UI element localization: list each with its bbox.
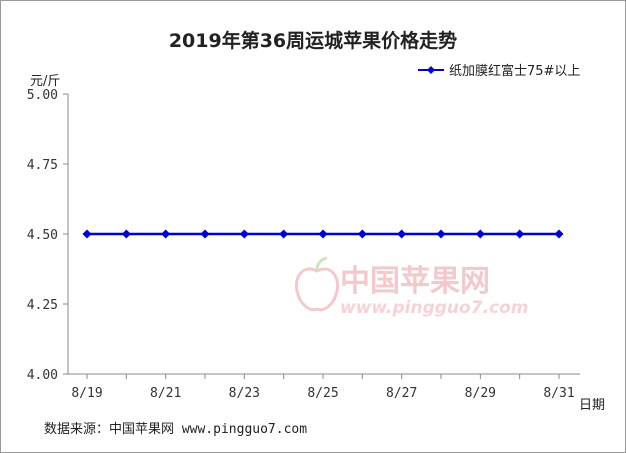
legend-marker-icon	[427, 66, 435, 74]
data-point[interactable]	[200, 229, 210, 239]
data-point[interactable]	[279, 229, 289, 239]
source-text: 数据来源：中国苹果网 www.pingguo7.com	[44, 422, 307, 437]
data-point[interactable]	[397, 229, 407, 239]
x-tick-label: 8/25	[307, 386, 338, 401]
data-point[interactable]	[475, 229, 485, 239]
legend[interactable]: 纸加膜红富士75#以上	[418, 63, 580, 79]
x-tick-label: 8/23	[229, 386, 260, 401]
series-group	[82, 229, 564, 239]
data-point[interactable]	[121, 229, 131, 239]
data-point[interactable]	[436, 229, 446, 239]
x-tick-label: 8/27	[386, 386, 417, 401]
x-tick-label: 8/21	[150, 386, 181, 401]
y-axis: 4.00 4.25 4.50 4.75 5.00	[27, 88, 69, 383]
x-tick-label: 8/31	[543, 386, 574, 401]
data-point[interactable]	[515, 229, 525, 239]
watermark: 中国苹果网 www.pingguo7.com	[294, 256, 528, 318]
data-point[interactable]	[357, 229, 367, 239]
y-tick-label: 5.00	[27, 88, 58, 103]
y-tick-label: 4.75	[27, 158, 58, 173]
x-axis-label: 日期	[579, 398, 605, 413]
data-point[interactable]	[82, 229, 92, 239]
chart-title: 2019年第36周运城苹果价格走势	[169, 29, 457, 52]
watermark-url: www.pingguo7.com	[340, 298, 528, 318]
data-point[interactable]	[318, 229, 328, 239]
x-axis: 8/19 8/21 8/23 8/25 8/27 8/29 8/31	[68, 373, 580, 401]
y-axis-label: 元/斤	[30, 74, 60, 89]
legend-label: 纸加膜红富士75#以上	[449, 63, 580, 79]
y-tick-label: 4.50	[27, 228, 58, 243]
x-tick-label: 8/19	[71, 386, 102, 401]
data-point[interactable]	[161, 229, 171, 239]
y-tick-label: 4.25	[27, 298, 58, 313]
apple-logo-icon	[294, 256, 340, 312]
y-tick-label: 4.00	[27, 368, 58, 383]
data-point[interactable]	[554, 229, 564, 239]
data-point[interactable]	[239, 229, 249, 239]
x-tick-label: 8/29	[465, 386, 496, 401]
watermark-name: 中国苹果网	[340, 264, 490, 299]
